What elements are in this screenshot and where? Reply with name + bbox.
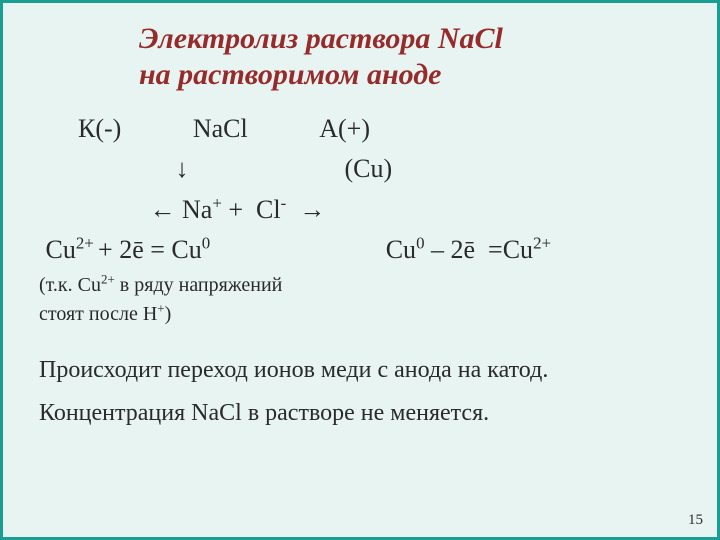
row-electrodes: К(-) NaCl А(+) — [39, 109, 681, 149]
slide-content: Электролиз раствора NaCl на растворимом … — [3, 3, 717, 537]
summary-1: Происходит переход ионов меди с анода на… — [39, 354, 681, 386]
slide-title: Электролиз раствора NaCl на растворимом … — [139, 21, 681, 93]
cathode-halfreaction: Cu2+ + 2ē = Cu0 — [39, 235, 210, 264]
anode-halfreaction: Cu0 – 2ē =Cu2+ — [386, 235, 551, 264]
cu-label: (Cu) — [345, 154, 393, 183]
row-dissociation: ← Na+ + Cl- → — [39, 190, 681, 230]
title-line-1: Электролиз раствора NaCl — [139, 22, 503, 55]
row-arrow-down: ↓ (Cu) — [39, 149, 681, 189]
summary-2: Концентрация NaCl в растворе не меняется… — [39, 397, 681, 429]
spacer — [39, 330, 681, 344]
title-line-2: на растворимом аноде — [139, 58, 441, 91]
cathode-label: К(-) — [78, 114, 121, 143]
note-line-2: стоят после H+) — [39, 301, 681, 328]
note-line-1: (т.к. Cu2+ в ряду напряжений — [39, 272, 681, 299]
dissociation-eq: ← Na+ + Cl- → — [150, 195, 326, 224]
anode-label: А(+) — [319, 114, 370, 143]
down-arrow: ↓ — [176, 154, 189, 183]
salt-label: NaCl — [193, 114, 248, 143]
row-halfreactions: Cu2+ + 2ē = Cu0 Cu0 – 2ē =Cu2+ — [39, 230, 681, 270]
page-number: 15 — [688, 512, 703, 529]
